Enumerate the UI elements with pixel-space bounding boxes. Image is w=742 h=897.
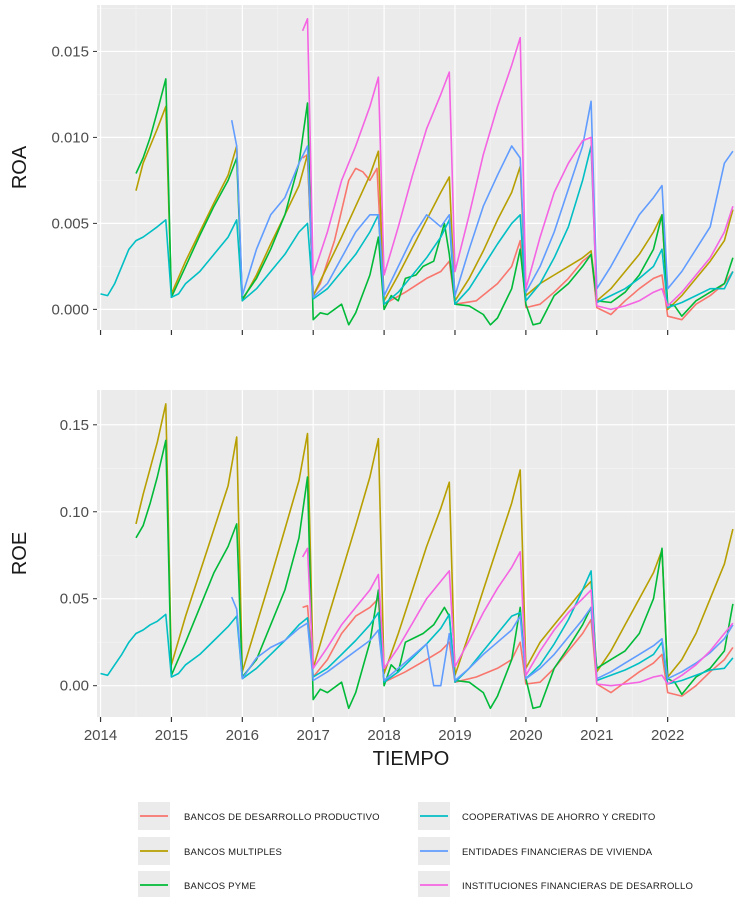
roe-x-ticks: 2014 2015 2016 2017 2018 2019 2020 2021 2022: [84, 717, 684, 744]
x-tick-label: 2022: [651, 727, 684, 744]
x-tick-label: 2018: [367, 727, 400, 744]
legend-key-bg: [138, 871, 170, 897]
x-tick-label: 2016: [226, 727, 259, 744]
series-line-cooperativas-de-ahorro-y-credito: [100, 570, 734, 685]
x-tick-label: 2021: [580, 727, 613, 744]
legend-label: INSTITUCIONES FINANCIERAS DE DESARROLLO: [462, 881, 693, 892]
roe-series-lines: [100, 403, 734, 710]
x-tick-label: 2015: [155, 727, 188, 744]
legend-key-bg: [418, 871, 450, 897]
y-tick-label: 0.005: [51, 215, 89, 232]
series-line-bancos-pyme: [135, 439, 734, 710]
y-tick-label: 0.000: [51, 301, 89, 318]
series-line-bancos-multiples: [135, 403, 734, 678]
series-line-instituciones-financieras-de-desarrollo: [301, 17, 734, 311]
y-tick-label: 0.015: [51, 43, 89, 60]
x-axis-title: TIEMPO: [373, 748, 450, 770]
legend-label: BANCOS MULTIPLES: [184, 847, 282, 858]
series-line-bancos-multiples: [135, 105, 734, 311]
roa-y-ticks: 0.000 0.005 0.010 0.015: [51, 43, 97, 318]
roa-y-axis-label: ROA: [9, 145, 31, 189]
series-line-bancos-de-desarrollo-productivo: [302, 597, 734, 697]
legend: BANCOS DE DESARROLLO PRODUCTIVO BANCOS MU…: [130, 800, 738, 897]
series-line-bancos-de-desarrollo-productivo: [302, 153, 734, 321]
roa-series-lines: [100, 17, 734, 326]
roe-y-ticks: 0.00 0.05 0.10 0.15: [60, 417, 97, 695]
roa-panel: 0.000 0.005 0.010 0.015: [51, 5, 735, 335]
roe-panel: 0.000.050.100.15 2014 2015 2016 2017 2018 201…: [60, 390, 735, 744]
y-tick-label: 0.05: [60, 591, 89, 608]
series-line-instituciones-financieras-de-desarrollo: [301, 547, 734, 687]
series-line-entidades-financieras-de-vivienda: [230, 100, 734, 299]
legend-label: COOPERATIVAS DE AHORRO Y CREDITO: [462, 812, 655, 823]
y-tick-label: 0.10: [60, 504, 89, 521]
roa-panel-background: [97, 5, 735, 330]
y-tick-label: 0.010: [51, 129, 89, 146]
series-line-entidades-financieras-de-vivienda: [230, 596, 734, 687]
legend-label: BANCOS DE DESARROLLO PRODUCTIVO: [184, 812, 380, 823]
y-tick-label: 0.00: [60, 678, 89, 695]
x-tick-label: 2020: [509, 727, 542, 744]
x-tick-label: 2014: [84, 727, 117, 744]
y-tick-label: 0.15: [60, 417, 89, 434]
roe-y-axis-label: ROE: [9, 532, 31, 575]
roe-panel-background: [97, 390, 735, 717]
x-tick-label: 2019: [438, 727, 471, 744]
x-tick-label: 2017: [297, 727, 330, 744]
legend-label: ENTIDADES FINANCIERAS DE VIVIENDA: [462, 847, 653, 858]
legend-label: BANCOS PYME: [184, 881, 256, 892]
series-line-cooperativas-de-ahorro-y-credito: [100, 145, 734, 309]
roa-x-ticks: [99, 330, 669, 335]
